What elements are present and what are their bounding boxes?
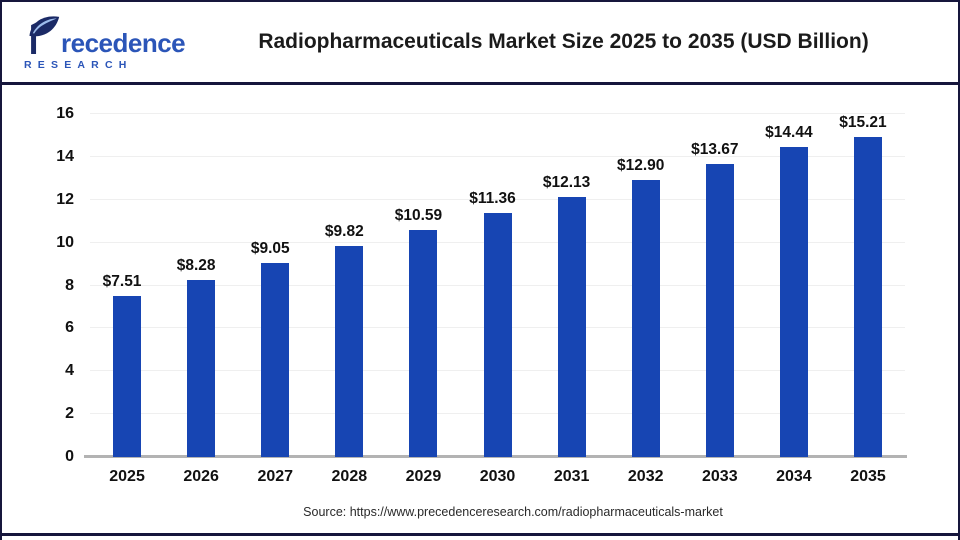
- bar-slot: $15.21: [831, 114, 905, 457]
- x-tick-label: 2026: [183, 468, 219, 485]
- bar-slot: $7.51: [90, 114, 164, 457]
- x-tick-label: 2030: [479, 468, 516, 485]
- chart-title: Radiopharmaceuticals Market Size 2025 to…: [258, 30, 869, 53]
- y-tick-label: 4: [65, 362, 74, 380]
- plot-area: $7.51 $8.28 $9.05 $9.82 $10.59 $11.36 $12.13 $1…: [84, 113, 907, 458]
- bar: [853, 137, 882, 457]
- bar-slot: $13.67: [683, 114, 757, 457]
- header: recedence RESEARCH Radiopharmaceuticals …: [2, 2, 958, 82]
- bar-value-label: $10.59: [394, 206, 443, 224]
- bar-slot: $12.13: [535, 114, 609, 457]
- bar-value-label: $8.28: [176, 256, 216, 274]
- precedence-leaf-logo-icon: [29, 15, 60, 54]
- bar: [779, 147, 808, 457]
- x-axis: 2025 2026 2027 2028 2029 2030 2031 2032 2033 2034…: [90, 468, 905, 486]
- gridline: [90, 113, 905, 114]
- y-tick-label: 12: [56, 190, 74, 208]
- bar: [483, 213, 512, 457]
- y-axis: 0 2 4 6 8 10 12 14 16: [2, 105, 74, 465]
- y-tick-label: 2: [65, 405, 74, 423]
- x-tick-label: 2034: [776, 468, 812, 485]
- x-tick-label: 2027: [257, 468, 294, 485]
- bar-slots: $7.51 $8.28 $9.05 $9.82 $10.59 $11.36 $12.13 $1…: [90, 114, 905, 457]
- brand-wordmark: recedence: [22, 14, 187, 56]
- bar-value-label: $13.67: [691, 140, 739, 158]
- bar-slot: $9.05: [238, 114, 312, 457]
- bar-slot: $10.59: [386, 114, 460, 457]
- brand-subtitle-text: RESEARCH: [24, 58, 133, 71]
- bar-value-label: $15.21: [839, 114, 887, 131]
- brand-logo: recedence RESEARCH: [2, 14, 187, 71]
- bar: [631, 180, 660, 457]
- bar-value-label: $11.36: [469, 190, 516, 208]
- bar-value-label: $12.13: [542, 173, 591, 191]
- bar-value-label: $7.51: [102, 273, 142, 291]
- y-tick-label: 16: [56, 105, 74, 122]
- y-tick-label: 6: [65, 319, 74, 337]
- bar-slot: $11.36: [460, 114, 534, 457]
- bar: [705, 163, 734, 457]
- bar-slot: $14.44: [757, 114, 831, 457]
- source-attribution: Source: https://www.precedenceresearch.c…: [303, 505, 723, 519]
- bar: [113, 296, 142, 457]
- footer-divider: [2, 533, 958, 536]
- bar-value-label: $14.44: [765, 124, 813, 142]
- bar: [261, 263, 290, 457]
- gridline: [90, 198, 905, 200]
- y-tick-label: 14: [56, 147, 74, 165]
- bar: [557, 196, 586, 457]
- bar: [335, 246, 364, 457]
- bar-slot: $12.90: [609, 114, 683, 457]
- bar-slot: $8.28: [164, 114, 238, 457]
- bar-slot: $9.82: [312, 114, 386, 457]
- gridline: [90, 155, 905, 157]
- y-tick-label: 0: [65, 448, 74, 465]
- x-tick-label: 2028: [331, 468, 368, 485]
- x-tick-label: 2029: [405, 468, 442, 485]
- y-tick-label: 10: [56, 233, 74, 251]
- bar-value-label: $12.90: [616, 157, 665, 175]
- y-tick-label: 8: [65, 276, 74, 294]
- bar-value-label: $9.82: [324, 223, 364, 241]
- x-tick-label: 2035: [850, 468, 886, 485]
- x-tick-label: 2031: [553, 468, 590, 485]
- bar: [409, 229, 438, 457]
- brand-name-text: recedence: [61, 28, 186, 59]
- x-tick-label: 2033: [702, 468, 738, 485]
- header-divider: [2, 82, 958, 85]
- bar-value-label: $9.05: [250, 240, 290, 257]
- bar: [187, 279, 216, 457]
- x-tick-label: 2025: [109, 468, 145, 485]
- x-tick-label: 2032: [627, 468, 664, 485]
